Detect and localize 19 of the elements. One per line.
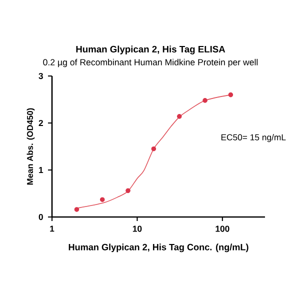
- y-tick-label: 2: [38, 120, 43, 126]
- point: [100, 197, 105, 202]
- y-tick-label: 0: [38, 214, 43, 220]
- point: [126, 188, 130, 194]
- point: [74, 207, 80, 212]
- y-axis-title: Mean Abs. (OD450): [26, 108, 35, 185]
- x-axis-title: Human Glypican 2, His Tag Conc. (ng/mL): [68, 244, 248, 252]
- chart-title: Human Glypican 2, His Tag ELISA: [76, 46, 226, 54]
- point: [151, 146, 156, 152]
- point: [228, 92, 234, 98]
- chart-subtitle: 0.2 µg of Recombinant Human Midkine Protein per well: [43, 58, 258, 68]
- point: [202, 98, 208, 103]
- y-tick-label: 1: [39, 167, 44, 173]
- x-tick-label: 100: [216, 226, 230, 232]
- y-tick-label: 3: [38, 72, 43, 80]
- point: [176, 114, 182, 119]
- annotation: EC50= 15 ng/mL: [221, 134, 286, 142]
- x-tick-label: 10: [132, 226, 142, 232]
- x-tick-label: 1: [50, 226, 54, 232]
